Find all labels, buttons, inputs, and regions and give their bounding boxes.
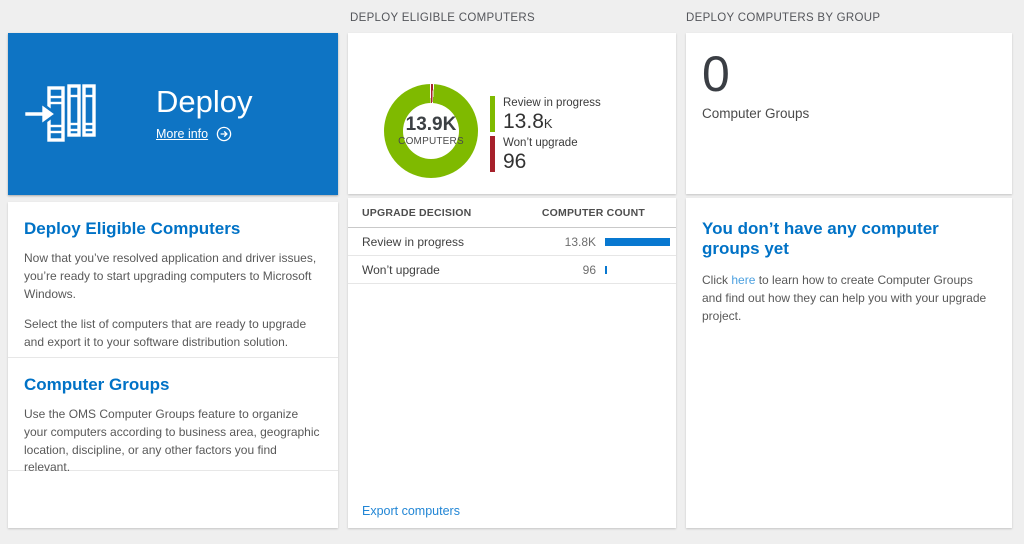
legend-label: Review in progress [503, 97, 601, 109]
header-deploy-eligible-computers: DEPLOY ELIGIBLE COMPUTERS [350, 12, 535, 24]
section-computer-groups: Computer Groups Use the OMS Computer Gro… [8, 357, 338, 474]
deploy-info-panel: Deploy Eligible Computers Now that you’v… [8, 202, 338, 528]
legend-item-wont-upgrade: Won’t upgrade 96 [490, 135, 601, 173]
deploy-tile-text: Deploy More info [156, 83, 253, 143]
chart-legend: Review in progress 13.8K Won’t upgrade 9… [490, 96, 601, 176]
row-bar-cell [596, 265, 676, 274]
section-deploy-eligible-computers: Deploy Eligible Computers Now that you’v… [8, 202, 338, 357]
export-computers-link[interactable]: Export computers [362, 504, 460, 518]
table-row-review-in-progress[interactable]: Review in progress 13.8K [348, 228, 676, 256]
computer-groups-empty-card: You don’t have any computer groups yet C… [686, 198, 1012, 528]
column-header-computer-count: COMPUTER COUNT [541, 206, 645, 219]
deploy-eligible-paragraph-2: Select the list of computers that are re… [24, 317, 307, 349]
no-computer-groups-text: Click here to learn how to create Comput… [702, 273, 987, 323]
table-empty-area [348, 284, 676, 504]
count-bar [605, 237, 670, 246]
row-label: Won’t upgrade [362, 262, 440, 277]
donut-total-value: 13.9K [405, 114, 457, 136]
no-computer-groups-heading: You don’t have any computer groups yet [702, 219, 939, 258]
row-label: Review in progress [362, 234, 465, 249]
donut-center: 13.9K COMPUTERS [398, 103, 464, 159]
legend-value: 13.8K [503, 109, 553, 133]
deploy-tile-title: Deploy [156, 83, 253, 119]
computer-groups-paragraph: Use the OMS Computer Groups feature to o… [24, 407, 320, 475]
computer-groups-count-label: Computer Groups [702, 106, 810, 121]
computer-groups-count: 0 [702, 46, 730, 102]
count-bar [605, 265, 607, 274]
deploy-arrow-into-stack-icon [24, 84, 96, 142]
row-count: 96 [582, 262, 596, 277]
upgrade-decision-table-card: UPGRADE DECISION COMPUTER COUNT Review i… [348, 198, 676, 528]
table-row-wont-upgrade[interactable]: Won’t upgrade 96 [348, 256, 676, 284]
legend-value: 96 [503, 149, 527, 173]
more-info-label: More info [156, 127, 209, 142]
section-empty [8, 470, 338, 527]
more-info-link[interactable]: More info [156, 126, 253, 142]
column-header-upgrade-decision: UPGRADE DECISION [362, 206, 472, 219]
deploy-tile[interactable]: Deploy More info [8, 33, 338, 195]
legend-swatch-red [490, 135, 495, 172]
deploy-eligible-computers-heading: Deploy Eligible Computers [24, 219, 241, 238]
arrow-right-circle-icon [216, 127, 232, 142]
legend-label: Won’t upgrade [503, 136, 578, 149]
legend-swatch-green [490, 96, 495, 132]
donut-total-label: COMPUTERS [398, 135, 464, 147]
header-deploy-computers-by-group: DEPLOY COMPUTERS BY GROUP [686, 12, 881, 24]
here-link[interactable]: here [731, 273, 756, 287]
computer-groups-heading: Computer Groups [24, 375, 170, 394]
computer-groups-count-card[interactable]: 0 Computer Groups [686, 33, 1012, 194]
eligible-computers-chart-card: 13.9K COMPUTERS Review in progress 13.8K… [348, 33, 676, 194]
deploy-eligible-paragraph-1: Now that you’ve resolved application and… [24, 251, 317, 301]
row-bar-cell [596, 237, 676, 246]
row-count: 13.8K [564, 234, 596, 249]
legend-item-review-in-progress: Review in progress 13.8K [490, 96, 601, 132]
donut-chart[interactable]: 13.9K COMPUTERS [384, 84, 478, 178]
table-header-row: UPGRADE DECISION COMPUTER COUNT [348, 198, 676, 228]
